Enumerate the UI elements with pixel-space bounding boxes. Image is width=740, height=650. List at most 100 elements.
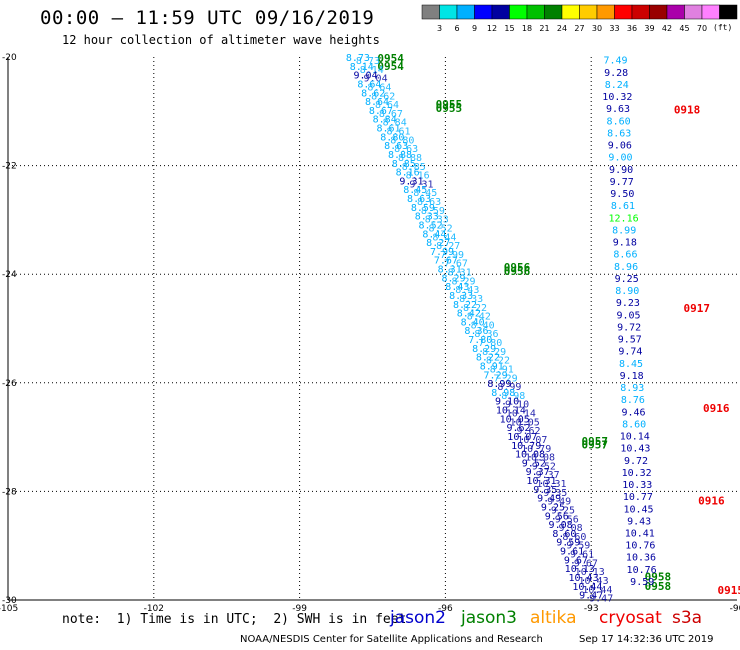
swh-value-label: 8.99 xyxy=(487,379,511,390)
color-scale-label: 9 xyxy=(472,24,477,33)
pass-time-label: 0958 xyxy=(645,580,672,593)
units-note: note: 1) Time is in UTC; 2) SWH is in fe… xyxy=(62,612,407,627)
swh-value-label: 9.56 xyxy=(545,511,569,522)
swh-value-label: 8.33 xyxy=(425,215,449,226)
pass-time-label: 0917 xyxy=(684,302,711,315)
legend-cryosat: cryosat xyxy=(599,608,662,628)
pass-time-label: 0958 xyxy=(645,571,672,584)
swh-value-label: 9.08 xyxy=(549,520,573,531)
swh-value-label: 9.62 xyxy=(506,423,530,434)
swh-value-label: 8.66 xyxy=(613,250,637,261)
swh-value-label: 9.90 xyxy=(609,165,633,176)
swh-value-label: 8.67 xyxy=(369,106,393,117)
swh-value-label: 10.08 xyxy=(525,453,555,464)
swh-value-label: 9.61 xyxy=(560,547,584,558)
swh-value-label: 8.33 xyxy=(459,294,483,305)
swh-value-label: 8.52 xyxy=(429,223,453,234)
swh-value-label: 10.31 xyxy=(526,476,556,487)
swh-value-label: 8.29 xyxy=(451,276,475,287)
swh-value-label: 10.31 xyxy=(536,479,566,490)
swh-value-label: 9.04 xyxy=(364,74,388,85)
pass-time-label: 0955 xyxy=(436,102,463,115)
swh-value-label: 9.67 xyxy=(564,555,588,566)
swh-value-label: 8.36 xyxy=(474,329,498,340)
color-scale-swatch xyxy=(474,4,493,20)
swh-value-label: 8.60 xyxy=(607,116,631,127)
x-tick-label: -105 xyxy=(0,604,18,614)
swh-value-label: 8.24 xyxy=(605,80,629,91)
swh-value-label: 8.52 xyxy=(419,220,443,231)
swh-value-label: 10.43 xyxy=(568,573,598,584)
color-scale-label: 15 xyxy=(504,24,514,33)
swh-value-label: 8.64 xyxy=(357,79,381,90)
swh-value-label: 9.62 xyxy=(516,426,540,437)
swh-value-label: 8.63 xyxy=(384,141,408,152)
swh-value-label: 8.29 xyxy=(441,273,465,284)
swh-value-label: 8.84 xyxy=(383,118,407,129)
color-scale-label: 39 xyxy=(644,24,654,33)
swh-value-label: 9.05 xyxy=(617,310,641,321)
swh-value-label: 7.99 xyxy=(440,250,464,261)
swh-value-label: 10.32 xyxy=(602,92,632,103)
swh-value-label: 7.80 xyxy=(478,338,502,349)
swh-value-label: 9.37 xyxy=(536,470,560,481)
swh-value-label: 9.10 xyxy=(495,397,519,408)
pass-time-label: 0916 xyxy=(698,495,725,508)
swh-value-label: 9.74 xyxy=(618,347,642,358)
color-scale-label: 18 xyxy=(522,24,532,33)
color-scale-swatch xyxy=(491,4,510,20)
color-scale-swatch xyxy=(614,4,633,20)
swh-value-label: 8.99 xyxy=(497,382,521,393)
swh-value-label: 9.25 xyxy=(551,505,575,516)
swh-value-label: 8.98 xyxy=(501,391,525,402)
swh-value-label: 9.35 xyxy=(533,485,557,496)
swh-value-label: 8.60 xyxy=(552,529,576,540)
color-scale-swatch xyxy=(596,4,615,20)
swh-value-label: 8.60 xyxy=(622,419,646,430)
swh-value-label: 8.85 xyxy=(392,159,416,170)
swh-value-label: 9.35 xyxy=(543,488,567,499)
swh-value-label: 8.44 xyxy=(422,229,446,240)
swh-value-label: 9.18 xyxy=(613,238,637,249)
swh-value-label: 8.61 xyxy=(611,201,635,212)
swh-value-label: 8.61 xyxy=(376,124,400,135)
chart-subtitle: 12 hour collection of altimeter wave hei… xyxy=(62,33,380,47)
swh-value-label: 7.80 xyxy=(468,335,492,346)
swh-value-label: 8.76 xyxy=(621,395,645,406)
color-scale-label: 27 xyxy=(574,24,584,33)
color-scale-label: 33 xyxy=(609,24,619,33)
x-tick-label: -90 xyxy=(730,604,740,614)
swh-value-label: 9.06 xyxy=(608,141,632,152)
swh-value-label: 8.63 xyxy=(417,197,441,208)
swh-value-label: 10.13 xyxy=(575,567,605,578)
swh-value-label: 8.84 xyxy=(373,115,397,126)
swh-value-label: 8.16 xyxy=(396,168,420,179)
swh-value-label: 10.44 xyxy=(582,585,612,596)
color-scale-swatch xyxy=(439,4,458,20)
swh-value-label: 9.23 xyxy=(616,298,640,309)
swh-value-label: 8.22 xyxy=(453,300,477,311)
color-scale-swatch xyxy=(649,4,668,20)
swh-value-label: 8.62 xyxy=(361,88,385,99)
color-scale-label: 21 xyxy=(539,24,549,33)
color-scale-swatch xyxy=(684,4,703,20)
color-scale-label: 42 xyxy=(662,24,672,33)
swh-value-label: 8.88 xyxy=(398,153,422,164)
swh-value-label: 9.25 xyxy=(541,502,565,513)
swh-value-label: 10.43 xyxy=(578,576,608,587)
swh-value-label: 8.22 xyxy=(476,353,500,364)
swh-value-label: 10.05 xyxy=(510,417,540,428)
color-scale-label: 6 xyxy=(454,24,459,33)
swh-value-label: 10.05 xyxy=(500,414,530,425)
swh-value-label: 8.36 xyxy=(464,326,488,337)
color-scale-swatch xyxy=(526,4,545,20)
swh-value-label: 8.22 xyxy=(486,356,510,367)
color-scale-swatch xyxy=(509,4,528,20)
footer-credit: NOAA/NESDIS Center for Satellite Applica… xyxy=(240,634,543,645)
swh-value-label: 8.64 xyxy=(365,97,389,108)
swh-value-label: 10.79 xyxy=(521,444,551,455)
swh-value-label: 8.73 xyxy=(356,56,380,67)
swh-value-label: 8.33 xyxy=(449,291,473,302)
swh-value-label: 8.45 xyxy=(619,359,643,370)
